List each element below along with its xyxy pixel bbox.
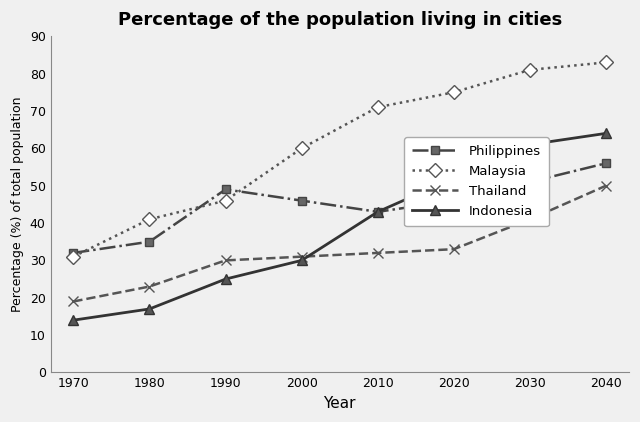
Malaysia <box>298 146 305 151</box>
Philippines <box>526 179 534 184</box>
Thailand <box>526 217 534 222</box>
Indonesia <box>450 176 458 181</box>
Malaysia <box>374 105 381 110</box>
Thailand <box>450 246 458 252</box>
Thailand <box>146 284 154 289</box>
Line: Indonesia: Indonesia <box>68 129 611 325</box>
Philippines <box>70 250 77 255</box>
Philippines <box>221 187 229 192</box>
Title: Percentage of the population living in cities: Percentage of the population living in c… <box>118 11 562 29</box>
Thailand <box>298 254 305 259</box>
Malaysia <box>526 68 534 73</box>
Malaysia <box>221 198 229 203</box>
Thailand <box>602 183 610 188</box>
Philippines <box>450 198 458 203</box>
X-axis label: Year: Year <box>323 396 356 411</box>
Indonesia <box>70 318 77 323</box>
Thailand <box>374 250 381 255</box>
Philippines <box>146 239 154 244</box>
Indonesia <box>526 142 534 147</box>
Philippines <box>374 209 381 214</box>
Indonesia <box>298 258 305 263</box>
Philippines <box>602 161 610 166</box>
Legend: Philippines, Malaysia, Thailand, Indonesia: Philippines, Malaysia, Thailand, Indones… <box>404 137 549 226</box>
Line: Philippines: Philippines <box>69 159 610 257</box>
Malaysia <box>450 90 458 95</box>
Indonesia <box>602 131 610 136</box>
Y-axis label: Percentage (%) of total population: Percentage (%) of total population <box>11 97 24 312</box>
Philippines <box>298 198 305 203</box>
Indonesia <box>374 209 381 214</box>
Line: Thailand: Thailand <box>68 181 611 306</box>
Malaysia <box>602 60 610 65</box>
Malaysia <box>146 217 154 222</box>
Indonesia <box>146 306 154 311</box>
Malaysia <box>70 254 77 259</box>
Thailand <box>221 258 229 263</box>
Line: Malaysia: Malaysia <box>68 57 611 262</box>
Thailand <box>70 299 77 304</box>
Indonesia <box>221 276 229 281</box>
